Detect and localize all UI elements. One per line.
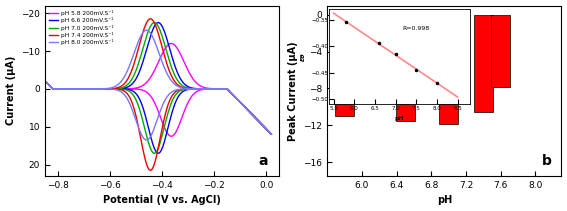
pH 7.0 200mV.S⁻¹ (41, 80, 48, 83)
pH 5.8 200mV.S⁻¹ (168, 135, 175, 138)
pH 6.6 200mV.S⁻¹ (198, 88, 205, 90)
pH 7.4 200mV.S⁻¹ (126, 96, 133, 99)
pH 7.4 200mV.S⁻¹ (198, 88, 205, 90)
pH 8.0 200mV.S⁻¹ (41, 80, 48, 83)
Y-axis label: Peak Current (μA): Peak Current (μA) (287, 41, 298, 141)
pH 8.0 200mV.S⁻¹ (126, 103, 133, 105)
pH 7.0 200mV.S⁻¹ (151, 152, 158, 154)
pH 7.0 200mV.S⁻¹ (151, 21, 158, 24)
Bar (335, 15, 354, 116)
pH 6.6 200mV.S⁻¹ (251, 116, 258, 118)
pH 5.8 200mV.S⁻¹ (41, 80, 48, 83)
Line: pH 6.6 200mV.S⁻¹: pH 6.6 200mV.S⁻¹ (45, 23, 272, 153)
X-axis label: pH: pH (437, 195, 452, 206)
pH 7.4 200mV.S⁻¹ (251, 116, 258, 118)
Line: pH 5.8 200mV.S⁻¹: pH 5.8 200mV.S⁻¹ (45, 43, 272, 136)
pH 7.0 200mV.S⁻¹ (48, 86, 54, 88)
Line: pH 7.0 200mV.S⁻¹: pH 7.0 200mV.S⁻¹ (45, 23, 272, 153)
pH 5.8 200mV.S⁻¹ (151, 68, 158, 71)
pH 7.0 200mV.S⁻¹ (41, 80, 48, 83)
pH 7.0 200mV.S⁻¹ (251, 116, 258, 118)
pH 5.8 200mV.S⁻¹ (257, 122, 264, 124)
Line: pH 8.0 200mV.S⁻¹: pH 8.0 200mV.S⁻¹ (45, 30, 272, 140)
pH 6.6 200mV.S⁻¹ (41, 80, 48, 83)
pH 8.0 200mV.S⁻¹ (152, 41, 159, 44)
pH 7.4 200mV.S⁻¹ (41, 80, 48, 83)
pH 8.0 200mV.S⁻¹ (143, 139, 150, 141)
Text: a: a (258, 154, 268, 168)
pH 6.6 200mV.S⁻¹ (41, 80, 48, 83)
pH 5.8 200mV.S⁻¹ (198, 85, 205, 88)
Line: pH 7.4 200mV.S⁻¹: pH 7.4 200mV.S⁻¹ (45, 19, 272, 170)
Bar (474, 15, 493, 112)
pH 6.6 200mV.S⁻¹ (155, 21, 162, 24)
pH 5.8 200mV.S⁻¹ (48, 86, 54, 88)
X-axis label: Potential (V vs. AgCl): Potential (V vs. AgCl) (103, 195, 221, 206)
Legend: pH 5.8 200mV.S⁻¹, pH 6.6 200mV.S⁻¹, pH 7.0 200mV.S⁻¹, pH 7.4 200mV.S⁻¹, pH 8.0 2: pH 5.8 200mV.S⁻¹, pH 6.6 200mV.S⁻¹, pH 7… (48, 8, 115, 47)
pH 8.0 200mV.S⁻¹ (41, 80, 48, 83)
Bar (439, 15, 458, 123)
pH 7.0 200mV.S⁻¹ (152, 22, 159, 24)
pH 6.6 200mV.S⁻¹ (257, 122, 264, 124)
pH 7.4 200mV.S⁻¹ (257, 122, 264, 124)
pH 7.0 200mV.S⁻¹ (198, 88, 205, 90)
Y-axis label: Current (μA): Current (μA) (6, 56, 15, 126)
pH 7.4 200mV.S⁻¹ (147, 18, 154, 20)
Bar (491, 15, 510, 87)
pH 8.0 200mV.S⁻¹ (198, 88, 205, 90)
pH 6.6 200mV.S⁻¹ (48, 86, 54, 88)
pH 5.8 200mV.S⁻¹ (126, 88, 133, 90)
pH 7.4 200mV.S⁻¹ (41, 80, 48, 83)
pH 8.0 200mV.S⁻¹ (257, 122, 264, 124)
pH 7.4 200mV.S⁻¹ (152, 23, 159, 26)
pH 8.0 200mV.S⁻¹ (48, 86, 54, 88)
pH 7.0 200mV.S⁻¹ (126, 90, 133, 93)
pH 7.0 200mV.S⁻¹ (257, 122, 264, 124)
pH 5.8 200mV.S⁻¹ (168, 42, 175, 45)
Bar (396, 15, 414, 121)
pH 6.6 200mV.S⁻¹ (126, 89, 133, 91)
pH 6.6 200mV.S⁻¹ (151, 24, 158, 27)
pH 7.4 200mV.S⁻¹ (147, 169, 154, 172)
pH 5.8 200mV.S⁻¹ (251, 116, 258, 118)
pH 5.8 200mV.S⁻¹ (41, 80, 48, 83)
pH 6.6 200mV.S⁻¹ (155, 152, 162, 154)
pH 8.0 200mV.S⁻¹ (143, 29, 150, 31)
pH 7.4 200mV.S⁻¹ (48, 86, 54, 88)
pH 8.0 200mV.S⁻¹ (251, 116, 258, 118)
Text: b: b (542, 154, 552, 168)
